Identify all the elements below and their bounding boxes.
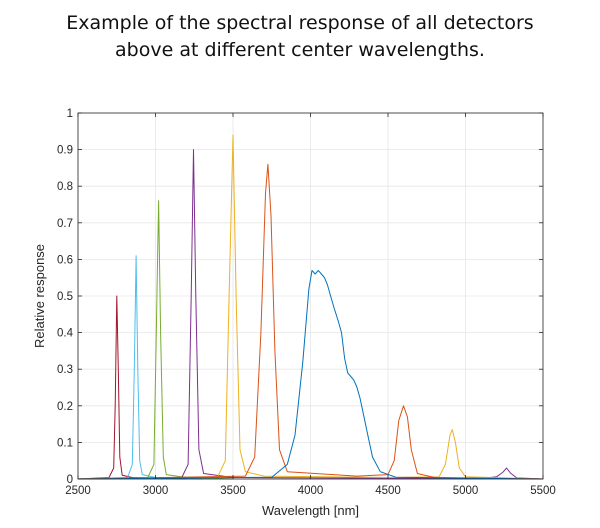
series-line-3 <box>77 200 234 480</box>
y-tick-label: 0.2 <box>57 401 73 413</box>
y-tick-label: 1 <box>67 108 73 120</box>
series-line-1 <box>77 295 187 480</box>
series-lines <box>77 134 544 480</box>
x-tick-label: 3500 <box>220 485 246 497</box>
y-axis-label: Relative response <box>32 244 47 348</box>
chart-title: Example of the spectral response of all … <box>0 10 600 64</box>
x-tick-label: 4000 <box>298 485 324 497</box>
y-tick-label: 0.6 <box>57 254 73 266</box>
series-line-2 <box>77 255 203 480</box>
y-tick-label: 0.5 <box>57 291 73 303</box>
y-tick-label: 0.1 <box>57 437 73 449</box>
y-tick-label: 0.9 <box>57 145 73 157</box>
x-tick-label: 4500 <box>375 485 401 497</box>
x-tick-label: 2500 <box>65 485 91 497</box>
y-tick-label: 0 <box>67 474 73 486</box>
series-line-5 <box>77 134 544 480</box>
y-tick-label: 0.4 <box>57 328 74 340</box>
grid <box>77 112 544 480</box>
x-axis-label: Wavelength [nm] <box>262 503 359 518</box>
axis-ticks: 2500 3000 3500 4000 4500 5000 5500 0 0.1 0.2 0.3 0.… <box>57 108 556 497</box>
chart-title-line-2: above at different center wavelengths. <box>115 39 485 61</box>
y-tick-label: 0.3 <box>57 364 73 376</box>
x-tick-label: 3000 <box>143 485 169 497</box>
x-tick-label: 5500 <box>530 485 556 497</box>
x-tick-label: 5000 <box>453 485 479 497</box>
chart-title-line-1: Example of the spectral response of all … <box>66 12 534 34</box>
series-line-6 <box>77 163 544 480</box>
y-tick-label: 0.7 <box>57 218 73 230</box>
y-tick-label: 0.8 <box>57 181 73 193</box>
series-line-7 <box>77 269 544 480</box>
